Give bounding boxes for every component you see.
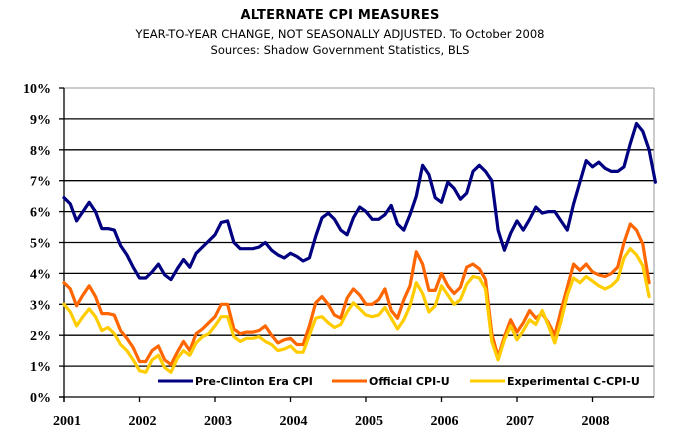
y-tick-label: 1% [30,360,51,375]
y-tick-label: 3% [30,298,51,313]
y-tick-label: 10% [23,82,51,97]
x-tick-label: 2005 [355,414,383,429]
x-tick-label: 2003 [204,414,232,429]
y-tick-label: 9% [30,113,51,128]
x-tick-label: 2008 [582,414,610,429]
y-tick-label: 5% [30,237,51,252]
y-tick-label: 2% [30,329,51,344]
chart-subtitle: YEAR-TO-YEAR CHANGE, NOT SEASONALLY ADJU… [135,27,545,41]
series-line-1 [62,121,658,282]
y-tick-label: 7% [30,175,51,190]
y-axis-ticks: 0% 1% 2% 3% 4% 5% 6% 7% 8% 9% 10% [23,82,64,406]
chart-title: ALTERNATE CPI MEASURES [240,8,440,23]
chart-source: Sources: Shadow Government Statistics, B… [210,43,470,57]
y-tick-label: 4% [30,267,51,282]
x-tick-label: 2004 [280,414,308,429]
legend-label: Experimental C-CPI-U [507,375,640,388]
series-line-2 [62,222,651,367]
x-tick-label: 2002 [129,414,157,429]
legend: Pre-Clinton Era CPI Official CPI-U Experim… [158,375,640,388]
series-lines [62,121,658,374]
y-tick-label: 6% [30,206,51,221]
series-line-3 [62,247,651,374]
legend-label: Official CPI-U [369,375,450,388]
y-tick-label: 0% [30,391,51,406]
x-tick-label: 2006 [431,414,459,429]
x-tick-label: 2007 [506,414,534,429]
x-tick-label: 2001 [53,414,81,429]
axes [59,87,655,402]
x-axis-ticks: 2001 2002 2003 2004 2005 2006 2007 2008 [53,397,610,429]
gridlines [64,118,654,367]
y-tick-label: 8% [30,144,51,159]
legend-label: Pre-Clinton Era CPI [195,375,313,388]
